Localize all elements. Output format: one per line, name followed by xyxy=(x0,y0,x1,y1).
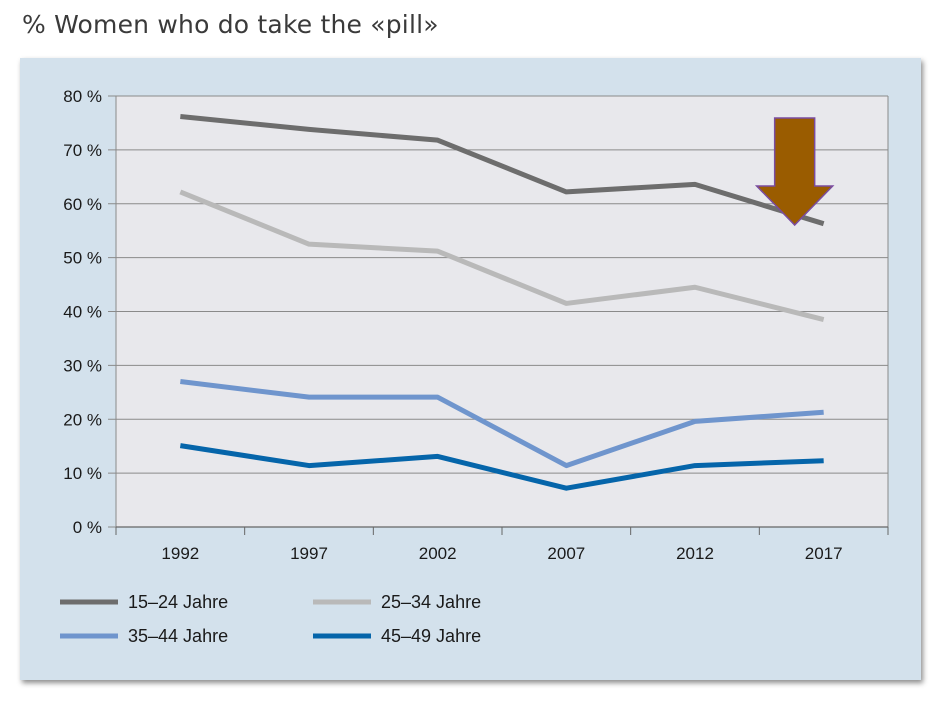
down-arrow-icon xyxy=(754,117,835,227)
ytick-label: 0 % xyxy=(73,518,102,537)
series-lines xyxy=(179,113,825,491)
xtick-label: 1997 xyxy=(290,544,328,563)
ytick-label: 20 % xyxy=(63,410,102,429)
ytick-label: 70 % xyxy=(63,141,102,160)
series-line-4 xyxy=(179,443,824,491)
axes: 0 % 10 % 20 % 30 % 40 % 50 % 60 % 70 % 80 % 1992 1… xyxy=(63,87,889,563)
ytick-label: 40 % xyxy=(63,303,102,322)
ytick-label: 10 % xyxy=(63,464,102,483)
page-title: % Women who do take the «pill» xyxy=(22,10,439,39)
annotations xyxy=(754,117,835,227)
xtick-label: 2007 xyxy=(547,544,585,563)
legend-label-1: 15–24 Jahre xyxy=(128,592,228,612)
legend-label-4: 45–49 Jahre xyxy=(381,626,481,646)
xtick-label: 2017 xyxy=(805,544,843,563)
ytick-label: 60 % xyxy=(63,195,102,214)
series-line-2 xyxy=(179,189,825,323)
xtick-label: 2002 xyxy=(419,544,457,563)
legend-label-2: 25–34 Jahre xyxy=(381,592,481,612)
ytick-label: 30 % xyxy=(63,356,102,375)
legend-label-3: 35–44 Jahre xyxy=(128,626,228,646)
series-line-3 xyxy=(180,379,824,469)
legend: 15–24 Jahre 25–34 Jahre 35–44 Jahre 45–49 J… xyxy=(60,592,481,646)
series-line-1 xyxy=(180,113,825,227)
ytick-label: 50 % xyxy=(63,249,102,268)
ytick-label: 80 % xyxy=(63,87,102,106)
xtick-label: 1992 xyxy=(161,544,199,563)
xtick-label: 2012 xyxy=(676,544,714,563)
